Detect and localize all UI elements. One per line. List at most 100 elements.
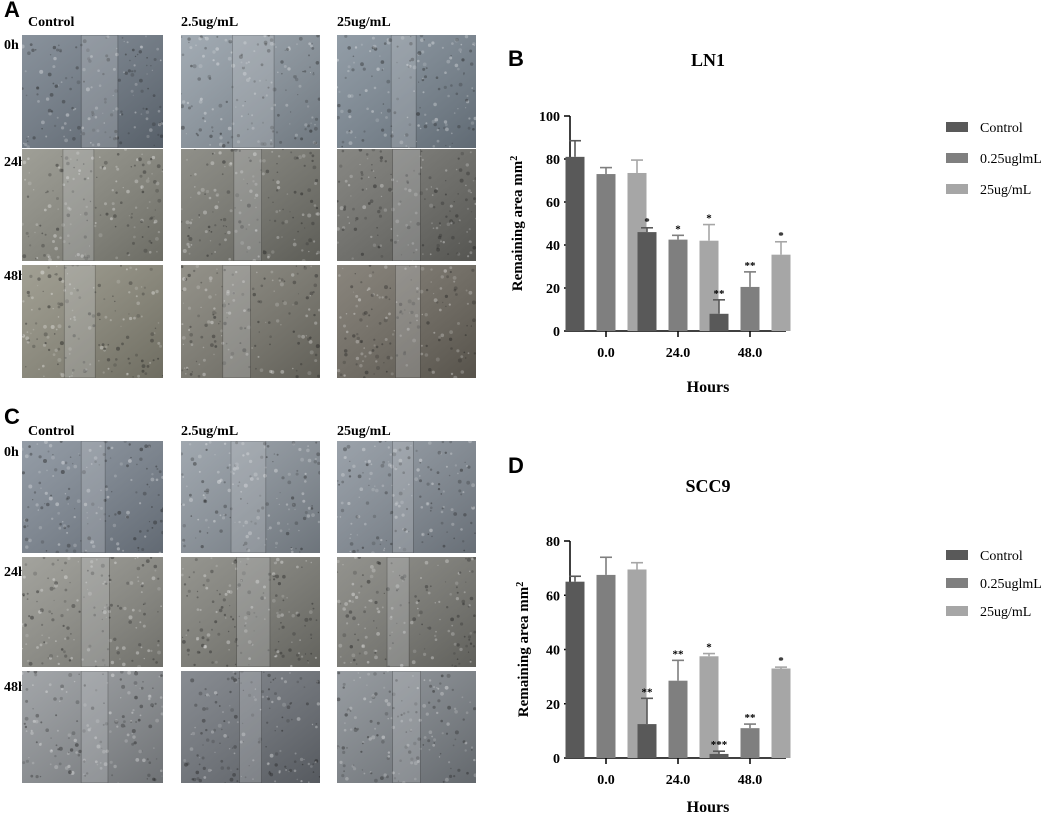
panel-c-row-label-48h: 48h [4, 680, 26, 695]
ln1-bar [637, 232, 657, 331]
scc9-bar [709, 753, 729, 758]
panel-a-row-label-0h: 0h [4, 38, 19, 53]
ln1-y-tick-label: 40 [546, 239, 560, 254]
ln1-x-axis-label: Hours [687, 379, 730, 396]
ln1-x-tick-label: 0.0 [597, 346, 615, 361]
scc9-bar [637, 724, 657, 758]
scc9-bar [771, 668, 791, 758]
panel-a-micrograph-24h-control [22, 149, 163, 261]
ln1-y-tick-label: 80 [546, 153, 560, 168]
scc9-y-tick-label: 0 [553, 752, 560, 767]
ln1-legend-label: 0.25uglmL [980, 152, 1042, 167]
panel-letter-d: D [508, 453, 524, 478]
panel-c-micrograph-48h-low-dose [181, 671, 320, 783]
panel-c-micrograph-48h-control [22, 671, 163, 783]
panel-a-row-label-48h: 48h [4, 269, 26, 284]
panel-c-micrograph-24h-high-dose [337, 557, 476, 667]
scc9-x-tick-label: 0.0 [597, 773, 615, 788]
scc9-legend-label: 25ug/mL [980, 605, 1031, 620]
panel-c-row-label-0h: 0h [4, 445, 19, 460]
panel-a-micrograph-0h-high-dose [337, 35, 476, 148]
panel-a-micrograph-48h-control [22, 265, 163, 378]
panel-c-column-label-control: Control [28, 424, 75, 439]
ln1-bar [740, 286, 760, 331]
panel-a-micrograph-24h-high-dose [337, 149, 476, 261]
scc9-bar [565, 581, 585, 758]
panel-c-micrograph-0h-low-dose [181, 441, 320, 553]
ln1-bar [709, 313, 729, 331]
scc9-significance-mark: ** [642, 686, 654, 698]
scc9-bar [699, 656, 719, 758]
ln1-y-tick-label: 0 [553, 325, 560, 340]
scc9-significance-mark: * [778, 655, 784, 667]
scc9-x-axis-label: Hours [687, 799, 730, 816]
panel-a-micrograph-0h-control [22, 35, 163, 148]
scc9-significance-mark: *** [711, 739, 728, 751]
scc9-y-axis-label: Remaining area mm2 [515, 582, 533, 718]
scc9-legend-swatch [946, 550, 968, 560]
ln1-bar [596, 174, 616, 331]
panel-a-micrograph-0h-low-dose [181, 35, 320, 148]
panel-c-row-label-24h: 24h [4, 565, 26, 580]
scc9-significance-mark: ** [673, 648, 685, 660]
chart-ln1: LN1 0 20 40 60 80 100 Remaining area mm2 0.0 24.0… [509, 50, 1042, 396]
panel-a-row-label-24h: 24h [4, 155, 26, 170]
ln1-bar [668, 239, 688, 331]
ln1-x-tick-label: 24.0 [666, 346, 691, 361]
ln1-bar [565, 156, 585, 331]
scc9-bar [740, 728, 760, 758]
panel-a-micrograph-48h-high-dose [337, 265, 476, 378]
ln1-y-axis-label: Remaining area mm2 [509, 156, 527, 292]
scc9-y-tick-label: 80 [546, 535, 560, 550]
ln1-legend-swatch [946, 122, 968, 132]
scc9-y-tick-label: 20 [546, 698, 560, 713]
scc9-x-tick-label: 48.0 [738, 773, 763, 788]
ln1-legend-label: 25ug/mL [980, 183, 1031, 198]
ln1-bar [699, 240, 719, 331]
panel-a-micrograph-48h-low-dose [181, 265, 320, 378]
scc9-legend-swatch [946, 578, 968, 588]
scc9-bar [627, 569, 647, 758]
ln1-chart-title: LN1 [691, 50, 725, 70]
panel-c-column-label-high-dose: 25ug/mL [337, 424, 391, 439]
scc9-legend-label: Control [980, 549, 1023, 564]
panel-c-micrograph-48h-high-dose [337, 671, 476, 783]
ln1-bar [771, 254, 791, 331]
ln1-significance-mark: * [706, 213, 712, 225]
panel-a-column-label-control: Control [28, 15, 75, 30]
panel-c-micrograph-24h-low-dose [181, 557, 320, 667]
scc9-chart-title: SCC9 [685, 476, 730, 496]
panel-letter-b: B [508, 46, 524, 71]
scc9-bar [596, 574, 616, 758]
panel-letter-a: A [4, 0, 20, 22]
ln1-y-tick-label: 100 [539, 110, 560, 125]
scc9-y-tick-label: 40 [546, 644, 560, 659]
scc9-x-tick-label: 24.0 [666, 773, 691, 788]
panel-a-micrograph-24h-low-dose [181, 149, 320, 261]
ln1-y-tick-label: 60 [546, 196, 560, 211]
scc9-significance-mark: ** [745, 712, 757, 724]
ln1-y-tick-label: 20 [546, 282, 560, 297]
scc9-significance-mark: * [706, 642, 712, 654]
panel-letter-c: C [4, 404, 20, 429]
scc9-legend-label: 0.25uglmL [980, 577, 1042, 592]
ln1-significance-mark: * [644, 216, 650, 228]
scc9-legend-swatch [946, 606, 968, 616]
panel-c-micrograph-0h-control [22, 441, 163, 553]
ln1-x-tick-label: 48.0 [738, 346, 763, 361]
ln1-significance-mark: ** [745, 260, 757, 272]
panel-a-column-label-high-dose: 25ug/mL [337, 15, 391, 30]
scc9-bar [668, 680, 688, 758]
scc9-y-tick-label: 60 [546, 589, 560, 604]
ln1-significance-mark: ** [714, 288, 726, 300]
ln1-legend-swatch [946, 153, 968, 163]
panel-c-micrograph-24h-control [22, 557, 163, 667]
panel-c-column-label-low-dose: 2.5ug/mL [181, 424, 239, 439]
ln1-legend-label: Control [980, 121, 1023, 136]
panel-c-micrograph-0h-high-dose [337, 441, 476, 553]
panel-a-column-label-low-dose: 2.5ug/mL [181, 15, 239, 30]
ln1-significance-mark: * [675, 223, 681, 235]
ln1-legend-swatch [946, 184, 968, 194]
ln1-significance-mark: * [778, 230, 784, 242]
